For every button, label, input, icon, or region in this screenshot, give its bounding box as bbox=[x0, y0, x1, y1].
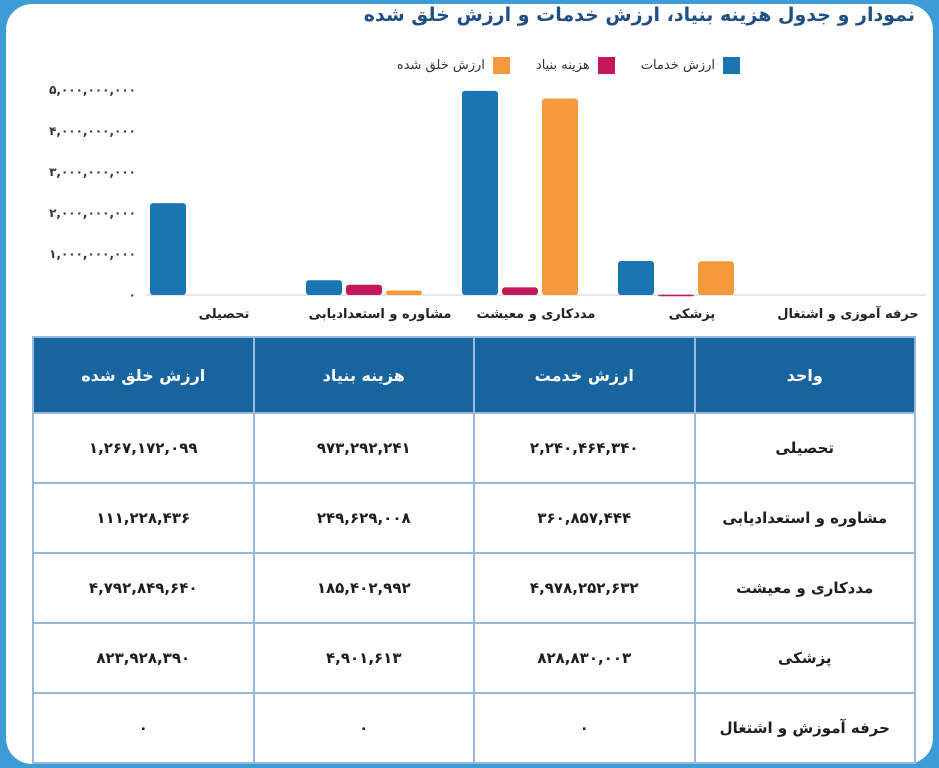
cell-foundation-cost: ۴,۹۰۱,۶۱۳ bbox=[252, 622, 475, 694]
bar bbox=[542, 98, 578, 295]
data-table: واحد ارزش خدمت هزینه بنیاد ارزش خلق شده … bbox=[32, 336, 916, 764]
legend-swatch-services bbox=[723, 56, 740, 74]
table-row: مددکاری و معیشت ۴,۹۷۸,۲۵۲,۶۳۲ ۱۸۵,۴۰۲,۹۹… bbox=[32, 552, 916, 624]
y-tick-label: ۵,۰۰۰,۰۰۰,۰۰۰ bbox=[49, 83, 136, 97]
cell-unit: حرفه آموزش و اشتغال bbox=[693, 692, 916, 764]
cell-service-value: ۲,۲۴۰,۴۶۴,۳۴۰ bbox=[473, 412, 696, 484]
cell-created-value: ۴,۷۹۲,۸۴۹,۶۴۰ bbox=[32, 552, 255, 624]
bar bbox=[698, 261, 734, 295]
page-title: نمودار و جدول هزینه بنیاد، ارزش خدمات و … bbox=[363, 4, 915, 26]
cell-foundation-cost: ۲۴۹,۶۲۹,۰۰۸ bbox=[252, 482, 475, 554]
legend-label-created-value: ارزش خلق شده bbox=[396, 57, 485, 73]
x-category-label: مددکاری و معیشت bbox=[477, 307, 596, 322]
chart-legend: ارزش خدمات هزینه بنیاد ارزش خلق شده bbox=[320, 53, 740, 77]
bar bbox=[502, 287, 538, 295]
bar bbox=[306, 280, 342, 295]
x-category-label: حرفه آموزی و اشتغال bbox=[777, 305, 919, 322]
bar bbox=[346, 284, 382, 295]
cell-created-value: ۱۱۱,۲۲۸,۴۳۶ bbox=[32, 482, 255, 554]
legend-item-services: ارزش خدمات bbox=[640, 56, 740, 74]
legend-label-foundation-cost: هزینه بنیاد bbox=[535, 57, 590, 73]
legend-item-created-value: ارزش خلق شده bbox=[396, 56, 510, 74]
cell-created-value: ۸۲۳,۹۲۸,۳۹۰ bbox=[32, 622, 255, 694]
cell-unit: پزشکی bbox=[693, 622, 916, 694]
cell-created-value: ۱,۲۶۷,۱۷۲,۰۹۹ bbox=[32, 412, 255, 484]
cell-unit: مددکاری و معیشت bbox=[693, 552, 916, 624]
table-row: تحصیلی ۲,۲۴۰,۴۶۴,۳۴۰ ۹۷۳,۲۹۲,۲۴۱ ۱,۲۶۷,۱… bbox=[32, 412, 916, 484]
y-tick-label: ۲,۰۰۰,۰۰۰,۰۰۰ bbox=[49, 206, 136, 220]
x-category-label: پزشکی bbox=[669, 307, 715, 322]
cell-service-value: ۸۲۸,۸۳۰,۰۰۳ bbox=[473, 622, 696, 694]
header-created-value: ارزش خلق شده bbox=[32, 336, 255, 414]
cell-service-value: ۳۶۰,۸۵۷,۴۴۴ bbox=[473, 482, 696, 554]
table-row: پزشکی ۸۲۸,۸۳۰,۰۰۳ ۴,۹۰۱,۶۱۳ ۸۲۳,۹۲۸,۳۹۰ bbox=[32, 622, 916, 694]
bar bbox=[150, 203, 186, 295]
bar bbox=[462, 90, 498, 296]
y-tick-label: ۱,۰۰۰,۰۰۰,۰۰۰ bbox=[49, 247, 136, 261]
header-service-value: ارزش خدمت bbox=[473, 336, 696, 414]
legend-swatch-foundation-cost bbox=[597, 56, 615, 74]
legend-label-services: ارزش خدمات bbox=[640, 57, 715, 73]
bar bbox=[386, 290, 422, 295]
cell-service-value: ۴,۹۷۸,۲۵۲,۶۳۲ bbox=[473, 552, 696, 624]
cell-service-value: ۰ bbox=[473, 692, 696, 764]
cell-unit: تحصیلی bbox=[693, 412, 916, 484]
header-foundation-cost: هزینه بنیاد bbox=[252, 336, 475, 414]
table-row: حرفه آموزش و اشتغال ۰ ۰ ۰ bbox=[32, 692, 916, 764]
table-header-row: واحد ارزش خدمت هزینه بنیاد ارزش خلق شده bbox=[32, 336, 916, 414]
y-tick-label: ۳,۰۰۰,۰۰۰,۰۰۰ bbox=[49, 165, 136, 179]
cell-foundation-cost: ۱۸۵,۴۰۲,۹۹۲ bbox=[252, 552, 475, 624]
y-tick-label: ۰ bbox=[129, 288, 136, 302]
cell-created-value: ۰ bbox=[32, 692, 255, 764]
x-category-label: تحصیلی bbox=[199, 307, 250, 322]
x-category-label: مشاوره و استعدادیابی bbox=[309, 307, 452, 322]
bar bbox=[618, 261, 654, 295]
bar-chart: ۰ ۱,۰۰۰,۰۰۰,۰۰۰ ۲,۰۰۰,۰۰۰,۰۰۰ ۳,۰۰۰,۰۰۰,۰۰۰… bbox=[49, 83, 926, 322]
legend-swatch-created-value bbox=[492, 56, 510, 74]
cell-unit: مشاوره و استعدادیابی bbox=[693, 482, 916, 554]
legend-item-foundation-cost: هزینه بنیاد bbox=[535, 56, 615, 74]
cell-foundation-cost: ۹۷۳,۲۹۲,۲۴۱ bbox=[252, 412, 475, 484]
y-tick-label: ۴,۰۰۰,۰۰۰,۰۰۰ bbox=[49, 124, 136, 138]
header-unit: واحد bbox=[693, 336, 916, 414]
table-row: مشاوره و استعدادیابی ۳۶۰,۸۵۷,۴۴۴ ۲۴۹,۶۲۹… bbox=[32, 482, 916, 554]
cell-foundation-cost: ۰ bbox=[252, 692, 475, 764]
bar bbox=[658, 294, 694, 297]
